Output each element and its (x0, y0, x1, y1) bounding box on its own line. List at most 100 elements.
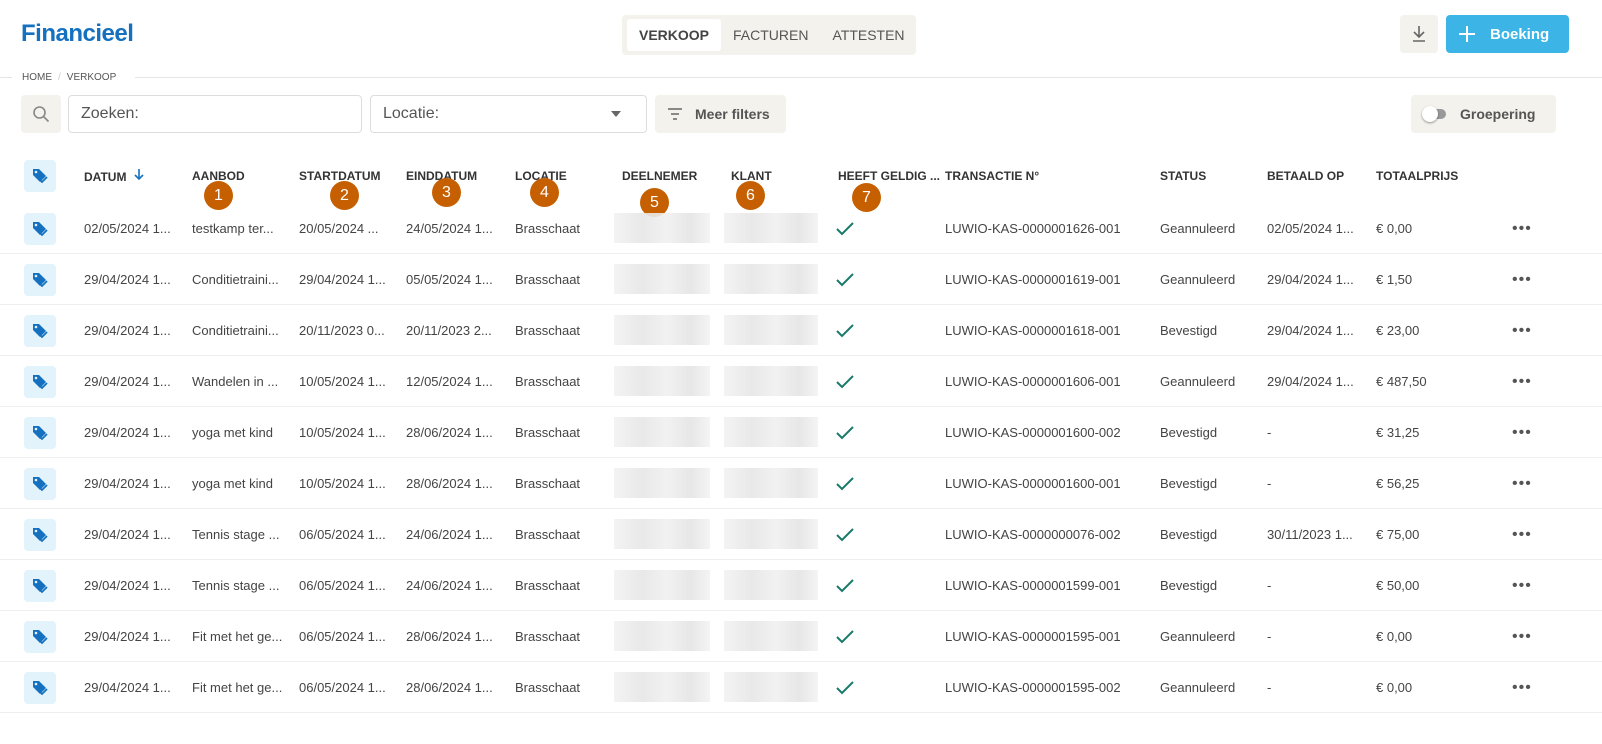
column-header[interactable]: DATUM (84, 169, 145, 184)
tag-button[interactable] (24, 416, 56, 449)
more-actions-icon[interactable]: ••• (1512, 321, 1532, 339)
add-booking-button[interactable]: Boeking (1446, 15, 1569, 53)
table-row[interactable]: 29/04/2024 1... Tennis stage ... 06/05/202… (0, 509, 1602, 560)
location-select[interactable]: Locatie: (370, 95, 647, 133)
redacted-client (724, 570, 818, 600)
cell-start: 20/05/2024 ... (299, 221, 379, 236)
table-row[interactable]: 29/04/2024 1... yoga met kind 10/05/2024 1… (0, 407, 1602, 458)
annotation-badge: 6 (736, 181, 765, 210)
column-header[interactable]: TRANSACTIE N° (945, 169, 1039, 183)
tag-button[interactable] (24, 314, 56, 347)
table-row[interactable]: 29/04/2024 1... Fit met het ge... 06/05/20… (0, 611, 1602, 662)
check-icon (836, 680, 854, 694)
grouping-label: Groepering (1460, 106, 1536, 122)
table-row[interactable]: 29/04/2024 1... Conditietraini... 20/11/20… (0, 305, 1602, 356)
search-input[interactable]: Zoeken: (68, 95, 362, 133)
check-icon (836, 527, 854, 541)
cell-aanbod: Wandelen in ... (192, 374, 279, 389)
column-header[interactable]: LOCATIE (515, 169, 567, 183)
tab-verkoop[interactable]: VERKOOP (627, 19, 722, 51)
table-row[interactable]: 02/05/2024 1... testkamp ter... 20/05/2024… (0, 203, 1602, 254)
search-button[interactable] (21, 95, 61, 133)
more-actions-icon[interactable]: ••• (1512, 219, 1532, 237)
cell-eind: 28/06/2024 1... (406, 629, 493, 644)
page-title: Financieel (21, 20, 134, 47)
column-header-label: HEEFT GELDIG ... (838, 169, 941, 183)
cell-betaald: - (1267, 680, 1272, 695)
cell-aanbod: Conditietraini... (192, 323, 279, 338)
tab-attesten[interactable]: ATTESTEN (832, 27, 905, 43)
column-header[interactable]: STARTDATUM (299, 169, 381, 183)
tag-button[interactable] (24, 671, 56, 704)
redacted-participant (614, 264, 710, 294)
cell-status: Bevestigd (1160, 527, 1218, 542)
redacted-participant (614, 366, 710, 396)
redacted-participant (614, 213, 710, 243)
table-row[interactable]: 29/04/2024 1... Wandelen in ... 10/05/2024… (0, 356, 1602, 407)
search-icon (33, 106, 50, 123)
breadcrumb-verkoop: VERKOOP (66, 72, 117, 83)
cell-transactie: LUWIO-KAS-0000001619-001 (945, 272, 1121, 287)
cell-start: 06/05/2024 1... (299, 629, 386, 644)
cell-transactie: LUWIO-KAS-0000001600-001 (945, 476, 1121, 491)
tag-button[interactable] (24, 518, 56, 551)
column-header[interactable]: DEELNEMER (622, 169, 697, 183)
column-header[interactable]: HEEFT GELDIG ... (838, 169, 940, 183)
row-divider (0, 559, 1602, 560)
more-filters-button[interactable]: Meer filters (655, 95, 786, 133)
breadcrumb-home[interactable]: HOME (22, 72, 52, 83)
row-divider (0, 253, 1602, 254)
redacted-participant (614, 468, 710, 498)
column-header[interactable]: EINDDATUM (406, 169, 477, 183)
more-actions-icon[interactable]: ••• (1512, 678, 1532, 696)
cell-transactie: LUWIO-KAS-0000001599-001 (945, 578, 1121, 593)
cell-aanbod: yoga met kind (192, 425, 273, 440)
cell-transactie: LUWIO-KAS-0000001600-002 (945, 425, 1121, 440)
more-actions-icon[interactable]: ••• (1512, 474, 1532, 492)
more-actions-icon[interactable]: ••• (1512, 627, 1532, 645)
table-row[interactable]: 29/04/2024 1... yoga met kind 10/05/2024 1… (0, 458, 1602, 509)
tag-button[interactable] (24, 212, 56, 245)
redacted-client (724, 519, 818, 549)
table-row[interactable]: 29/04/2024 1... Tennis stage ... 06/05/202… (0, 560, 1602, 611)
row-divider (0, 406, 1602, 407)
tag-button[interactable] (24, 263, 56, 296)
more-actions-icon[interactable]: ••• (1512, 576, 1532, 594)
row-divider (0, 355, 1602, 356)
tag-check-icon (33, 629, 48, 644)
cell-betaald: 29/04/2024 1... (1267, 272, 1354, 287)
more-actions-icon[interactable]: ••• (1512, 423, 1532, 441)
download-icon (1413, 26, 1425, 42)
tag-button[interactable] (24, 365, 56, 398)
view-tabs: VERKOOP FACTUREN ATTESTEN (622, 15, 916, 55)
download-button[interactable] (1400, 15, 1438, 53)
column-header[interactable]: TOTAALPRIJS (1376, 169, 1458, 183)
cell-datum: 29/04/2024 1... (84, 629, 171, 644)
select-all-tag-button[interactable] (24, 160, 56, 192)
redacted-client (724, 417, 818, 447)
column-header[interactable]: STATUS (1160, 169, 1206, 183)
check-icon (836, 425, 854, 439)
cell-totaal: € 31,25 (1376, 425, 1420, 440)
toggle-switch[interactable] (1422, 106, 1446, 122)
tab-facturen[interactable]: FACTUREN (733, 27, 809, 43)
divider (0, 77, 12, 78)
cell-eind: 24/06/2024 1... (406, 578, 493, 593)
grouping-toggle[interactable]: Groepering (1411, 95, 1556, 133)
table-row[interactable]: 29/04/2024 1... Conditietraini... 29/04/20… (0, 254, 1602, 305)
redacted-participant (614, 672, 710, 702)
cell-totaal: € 1,50 (1376, 272, 1413, 287)
cell-aanbod: Tennis stage ... (192, 527, 280, 542)
more-actions-icon[interactable]: ••• (1512, 270, 1532, 288)
more-actions-icon[interactable]: ••• (1512, 372, 1532, 390)
cell-locatie: Brasschaat (515, 374, 581, 389)
tag-button[interactable] (24, 467, 56, 500)
tag-button[interactable] (24, 569, 56, 602)
table-row[interactable]: 29/04/2024 1... Fit met het ge... 06/05/20… (0, 662, 1602, 713)
column-header[interactable]: AANBOD (192, 169, 245, 183)
column-header[interactable]: BETAALD OP (1267, 169, 1344, 183)
annotation-badge: 3 (432, 178, 461, 207)
tag-button[interactable] (24, 620, 56, 653)
more-actions-icon[interactable]: ••• (1512, 525, 1532, 543)
column-header[interactable]: KLANT (731, 169, 772, 183)
